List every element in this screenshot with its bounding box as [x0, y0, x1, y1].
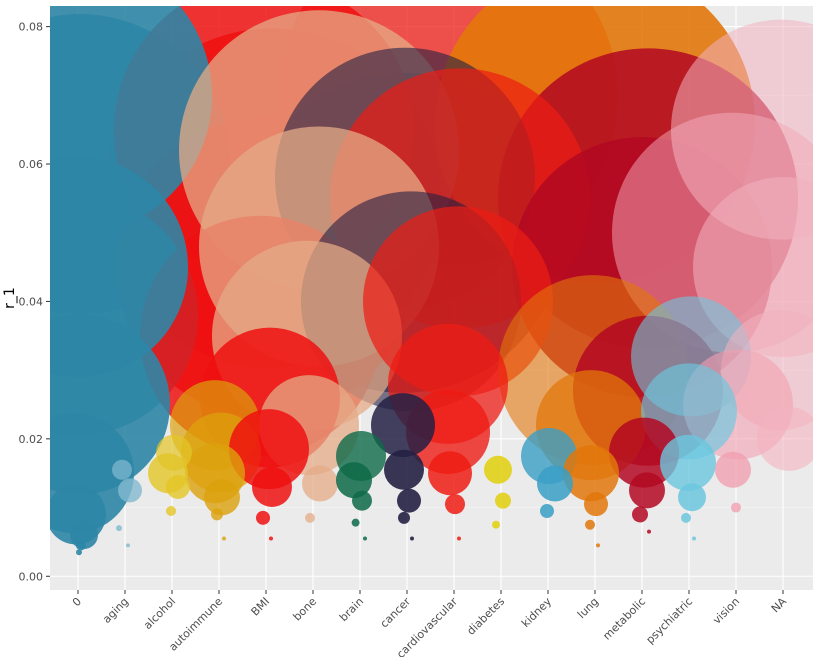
y-tick-label: 0.08	[19, 21, 44, 34]
data-point-bmi	[252, 466, 292, 507]
data-point-0	[70, 521, 98, 550]
x-tick-label: psychiatric	[644, 595, 696, 647]
data-point-kidney	[540, 503, 554, 518]
data-point-cardiovascular	[428, 451, 472, 496]
data-point-brain	[363, 536, 367, 541]
data-point-diabetes	[495, 492, 511, 509]
x-tick-label: brain	[337, 595, 366, 624]
data-point-bone	[305, 512, 315, 523]
data-point-autoimmune	[222, 536, 226, 541]
data-point-brain	[352, 490, 372, 511]
x-tick-label: kidney	[519, 595, 554, 630]
data-point-bone	[302, 465, 338, 502]
y-tick-label: 0.02	[19, 433, 44, 446]
x-tick-label: BMI	[249, 595, 273, 619]
y-axis-title: r_1	[2, 287, 18, 309]
data-point-bmi	[229, 409, 309, 490]
data-point-brain	[351, 518, 360, 527]
data-point-cancer	[410, 536, 414, 541]
data-point-aging	[112, 459, 132, 480]
data-point-psychiatric	[678, 483, 706, 512]
data-point-aging	[126, 543, 130, 548]
x-tick-label: cancer	[378, 595, 414, 631]
data-point-0	[76, 549, 82, 556]
data-point-diabetes	[484, 455, 512, 484]
data-point-lung	[585, 519, 595, 530]
y-tick-label: 0.04	[19, 295, 44, 308]
y-tick-label: 0.00	[19, 570, 44, 583]
data-point-bmi	[256, 510, 270, 525]
data-points	[50, 6, 813, 556]
data-point-0	[76, 540, 86, 551]
y-tick-label: 0.06	[19, 158, 44, 171]
x-tick-label: vision	[710, 595, 742, 627]
data-point-cancer	[371, 393, 435, 458]
x-tick-label: diabetes	[464, 595, 507, 638]
data-point-metabolic	[632, 506, 648, 523]
data-point-vision	[715, 451, 751, 488]
data-point-vision	[731, 502, 741, 513]
x-tick-label: lung	[575, 595, 601, 621]
data-point-cancer	[397, 488, 421, 513]
data-point-kidney	[537, 465, 573, 502]
x-tick-label: NA	[769, 595, 790, 616]
data-point-na	[757, 406, 813, 471]
data-point-cancer	[384, 449, 424, 490]
x-tick-label: metabolic	[600, 595, 648, 643]
data-point-aging	[118, 478, 142, 503]
data-point-bmi	[269, 536, 273, 541]
x-tick-label: 0	[70, 595, 84, 609]
x-tick-label: aging	[100, 595, 131, 626]
data-point-diabetes	[492, 520, 500, 529]
data-point-lung	[563, 445, 619, 502]
data-point-alcohol	[156, 434, 192, 471]
data-point-alcohol	[166, 474, 190, 499]
data-point-psychiatric	[692, 536, 696, 541]
data-point-lung	[584, 492, 608, 517]
data-point-alcohol	[166, 505, 176, 516]
data-point-brain	[336, 462, 372, 499]
data-point-metabolic	[647, 529, 651, 534]
data-point-lung	[596, 543, 600, 548]
data-point-psychiatric	[660, 434, 716, 491]
data-point-cardiovascular	[457, 536, 461, 541]
data-point-aging	[116, 525, 122, 532]
data-point-cancer	[398, 511, 410, 524]
data-point-cardiovascular	[445, 494, 465, 515]
x-tick-label: alcohol	[141, 595, 178, 632]
data-point-autoimmune	[211, 508, 223, 521]
data-point-metabolic	[629, 472, 665, 509]
x-tick-label: bone	[291, 595, 320, 624]
data-point-autoimmune	[204, 479, 240, 516]
data-point-psychiatric	[681, 512, 691, 523]
